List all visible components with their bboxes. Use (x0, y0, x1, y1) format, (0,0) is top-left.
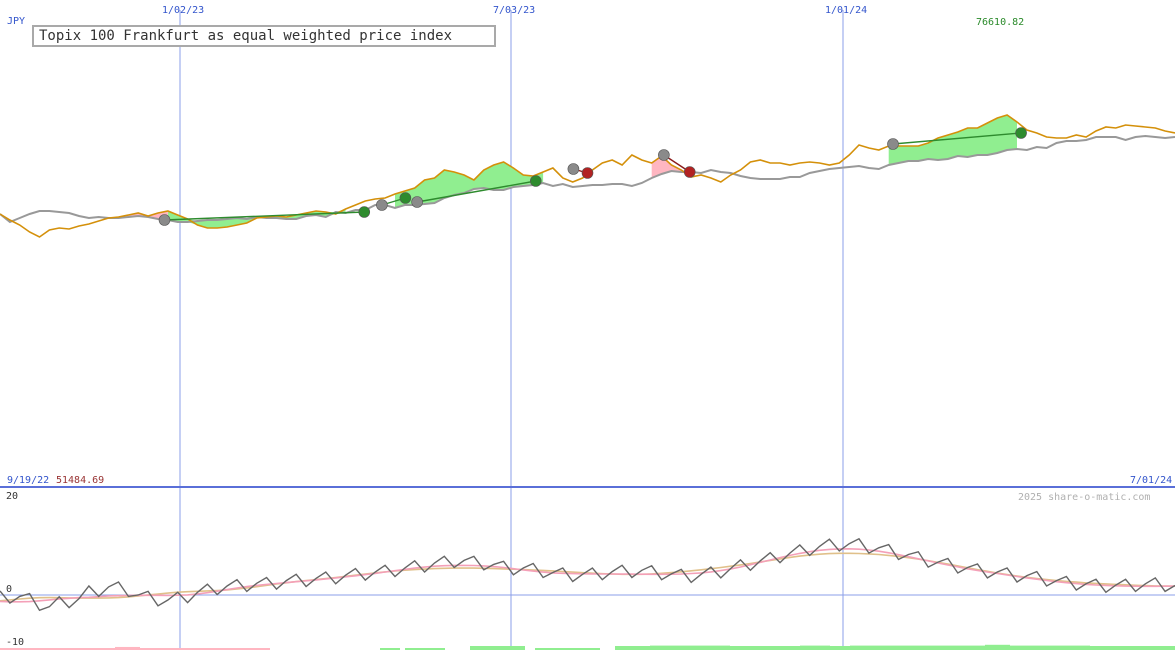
trend-segment-1 (164, 211, 365, 221)
watermark: 2025 share-o-matic.com (1018, 492, 1150, 503)
volume-bar-4 (380, 648, 400, 650)
volume-bar-8 (615, 646, 650, 650)
signal-marker-4 (399, 192, 412, 204)
chart-grid (0, 10, 1175, 650)
volume-bar-1 (0, 648, 115, 650)
volume-bar-17 (1010, 645, 1090, 650)
signal-marker-1 (158, 214, 171, 226)
gain-area-3 (888, 115, 1017, 165)
volume-bar-5 (405, 648, 445, 650)
volume-bar-13 (850, 645, 890, 650)
signal-marker-6 (529, 175, 542, 187)
osc-axis-label-top: 20 (6, 491, 18, 502)
loss-area-2 (651, 156, 692, 178)
signal-marker-5 (411, 196, 423, 208)
max-value-label: 76610.82 (976, 17, 1024, 28)
trend-segment-3 (417, 180, 536, 203)
trend-segment-6 (892, 132, 1022, 145)
start-value-label: 51484.69 (56, 475, 104, 486)
volume-bar-16 (985, 644, 1010, 650)
chart-title: Topix 100 Frankfurt as equal weighted pr… (32, 25, 496, 47)
volume-bar-18 (1090, 646, 1175, 650)
x-tick-label-2: 7/03/23 (493, 5, 535, 16)
signal-marker-3 (376, 199, 388, 211)
index-series-line (0, 134, 1175, 224)
volume-bar-11 (800, 645, 830, 650)
gain-area-1 (167, 209, 346, 228)
volume-bar-15 (940, 645, 985, 650)
currency-label: JPY (7, 16, 25, 27)
start-date-label: 9/19/22 (7, 475, 49, 486)
volume-bar-14 (890, 645, 940, 650)
volume-bar-3 (140, 648, 270, 650)
signal-marker-7 (567, 163, 580, 175)
x-tick-label-3: 1/01/24 (825, 5, 867, 16)
signal-marker-11 (887, 138, 899, 150)
osc-axis-label-zero: 0 (6, 584, 12, 595)
oscillator-slow-line (0, 552, 1175, 602)
volume-bars (0, 644, 1175, 650)
signal-markers (158, 127, 1027, 226)
volume-bar-2 (115, 646, 140, 650)
signal-marker-10 (683, 166, 696, 178)
signal-marker-2 (358, 206, 371, 218)
oscillator-main-line (0, 537, 1175, 612)
volume-bar-9 (650, 645, 730, 650)
oscillator-panel (0, 537, 1175, 612)
volume-bar-6 (470, 646, 525, 650)
osc-axis-label-bottom: -10 (6, 637, 24, 648)
volume-bar-10 (730, 646, 800, 650)
volume-bar-12 (830, 646, 850, 650)
end-date-label: 7/01/24 (1130, 475, 1172, 486)
gain-area-2 (395, 162, 544, 208)
gain-loss-fills (118, 115, 1017, 228)
signal-marker-12 (1015, 127, 1027, 139)
signal-marker-8 (581, 167, 594, 179)
signal-marker-9 (658, 149, 670, 161)
volume-bar-7 (535, 648, 600, 650)
x-tick-label-1: 1/02/23 (162, 5, 204, 16)
